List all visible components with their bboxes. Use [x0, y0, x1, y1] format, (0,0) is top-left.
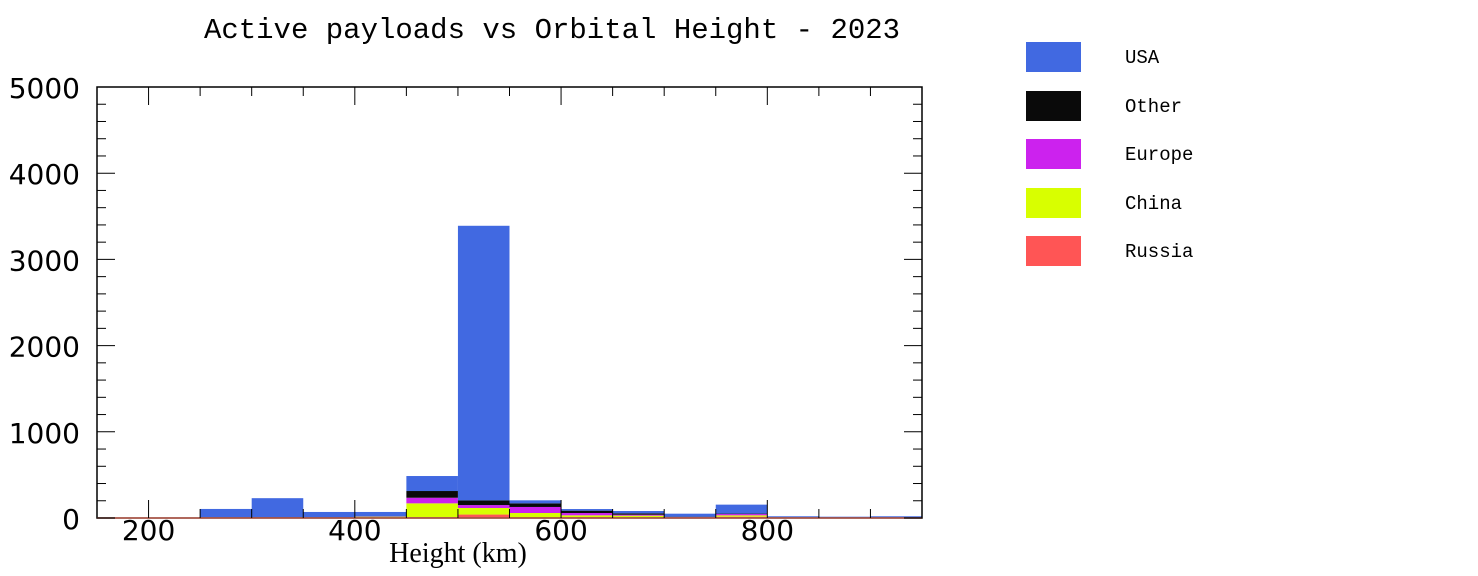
- x-tick-label: 200: [122, 514, 175, 547]
- bar-usa-500: [457, 225, 510, 501]
- bar-china-650: [612, 515, 665, 518]
- chart-title: Active payloads vs Orbital Height - 2023: [204, 14, 900, 47]
- bar-usa-850: [818, 516, 871, 518]
- legend-item-other: Other: [1026, 90, 1326, 121]
- bar-usa-250: [200, 508, 252, 518]
- bar-europe-500: [457, 505, 510, 509]
- bar-usa-700: [664, 513, 716, 517]
- bar-china-400: [354, 516, 407, 518]
- bar-europe-600: [561, 513, 613, 516]
- y-tick-label: 2000: [9, 331, 80, 364]
- legend-label: China: [1125, 192, 1183, 215]
- bar-other-500: [457, 500, 510, 506]
- bar-usa-550: [509, 500, 562, 504]
- stacked-histogram-chart: Active payloads vs Orbital Height - 2023…: [9, 14, 923, 569]
- bar-usa-750: [715, 504, 768, 514]
- legend-label: Europe: [1125, 144, 1194, 166]
- legend-swatch: [1026, 42, 1081, 72]
- y-tick-label: 5000: [9, 72, 80, 105]
- legend-swatch: [1026, 236, 1081, 266]
- bar-usa-600: [561, 509, 613, 511]
- y-tick-label: 4000: [9, 158, 80, 191]
- bar-usa-400: [354, 511, 407, 517]
- legend-item-china: China: [1026, 187, 1326, 218]
- bar-usa-300: [251, 498, 304, 518]
- legend-item-usa: USA: [1026, 42, 1326, 72]
- bar-europe-450: [406, 497, 458, 504]
- bar-usa-900: [870, 516, 922, 518]
- bar-china-750: [715, 515, 768, 517]
- bar-usa-650: [612, 511, 665, 514]
- bar-usa-350: [303, 511, 355, 518]
- legend-label: Other: [1125, 95, 1183, 118]
- y-tick-label: 3000: [9, 244, 80, 277]
- bar-europe-750: [715, 514, 768, 516]
- legend-swatch: [1026, 139, 1081, 169]
- bar-china-450: [406, 503, 458, 518]
- bar-other-600: [561, 510, 613, 514]
- bar-europe-550: [509, 506, 562, 514]
- axes-group: 0 1000 2000 3000 4000 5000 200 400 600 800: [9, 72, 923, 547]
- legend-item-europe: Europe: [1026, 139, 1326, 169]
- bar-china-600: [561, 515, 613, 518]
- legend-label: USA: [1125, 47, 1160, 69]
- bar-other-550: [509, 503, 562, 507]
- x-axis-label: Height (km): [389, 538, 527, 569]
- bars-group: [200, 225, 922, 518]
- bar-china-500: [457, 508, 510, 515]
- y-tick-label: 1000: [9, 417, 80, 450]
- x-tick-label: 800: [741, 514, 794, 547]
- bar-russia-500: [457, 514, 510, 518]
- legend-item-russia: Russia: [1026, 236, 1326, 266]
- bar-europe-650: [612, 514, 665, 516]
- bar-usa-800: [767, 516, 819, 518]
- legend-swatch: [1026, 187, 1081, 218]
- bar-usa-450: [406, 476, 458, 492]
- x-tick-label: 400: [328, 514, 381, 547]
- x-tick-label: 600: [534, 514, 587, 547]
- y-tick-label: 0: [62, 503, 80, 536]
- legend-label: Russia: [1125, 241, 1194, 263]
- bar-other-650: [612, 513, 665, 515]
- bar-other-450: [406, 491, 458, 498]
- legend-swatch: [1026, 90, 1081, 121]
- bar-china-550: [509, 513, 562, 518]
